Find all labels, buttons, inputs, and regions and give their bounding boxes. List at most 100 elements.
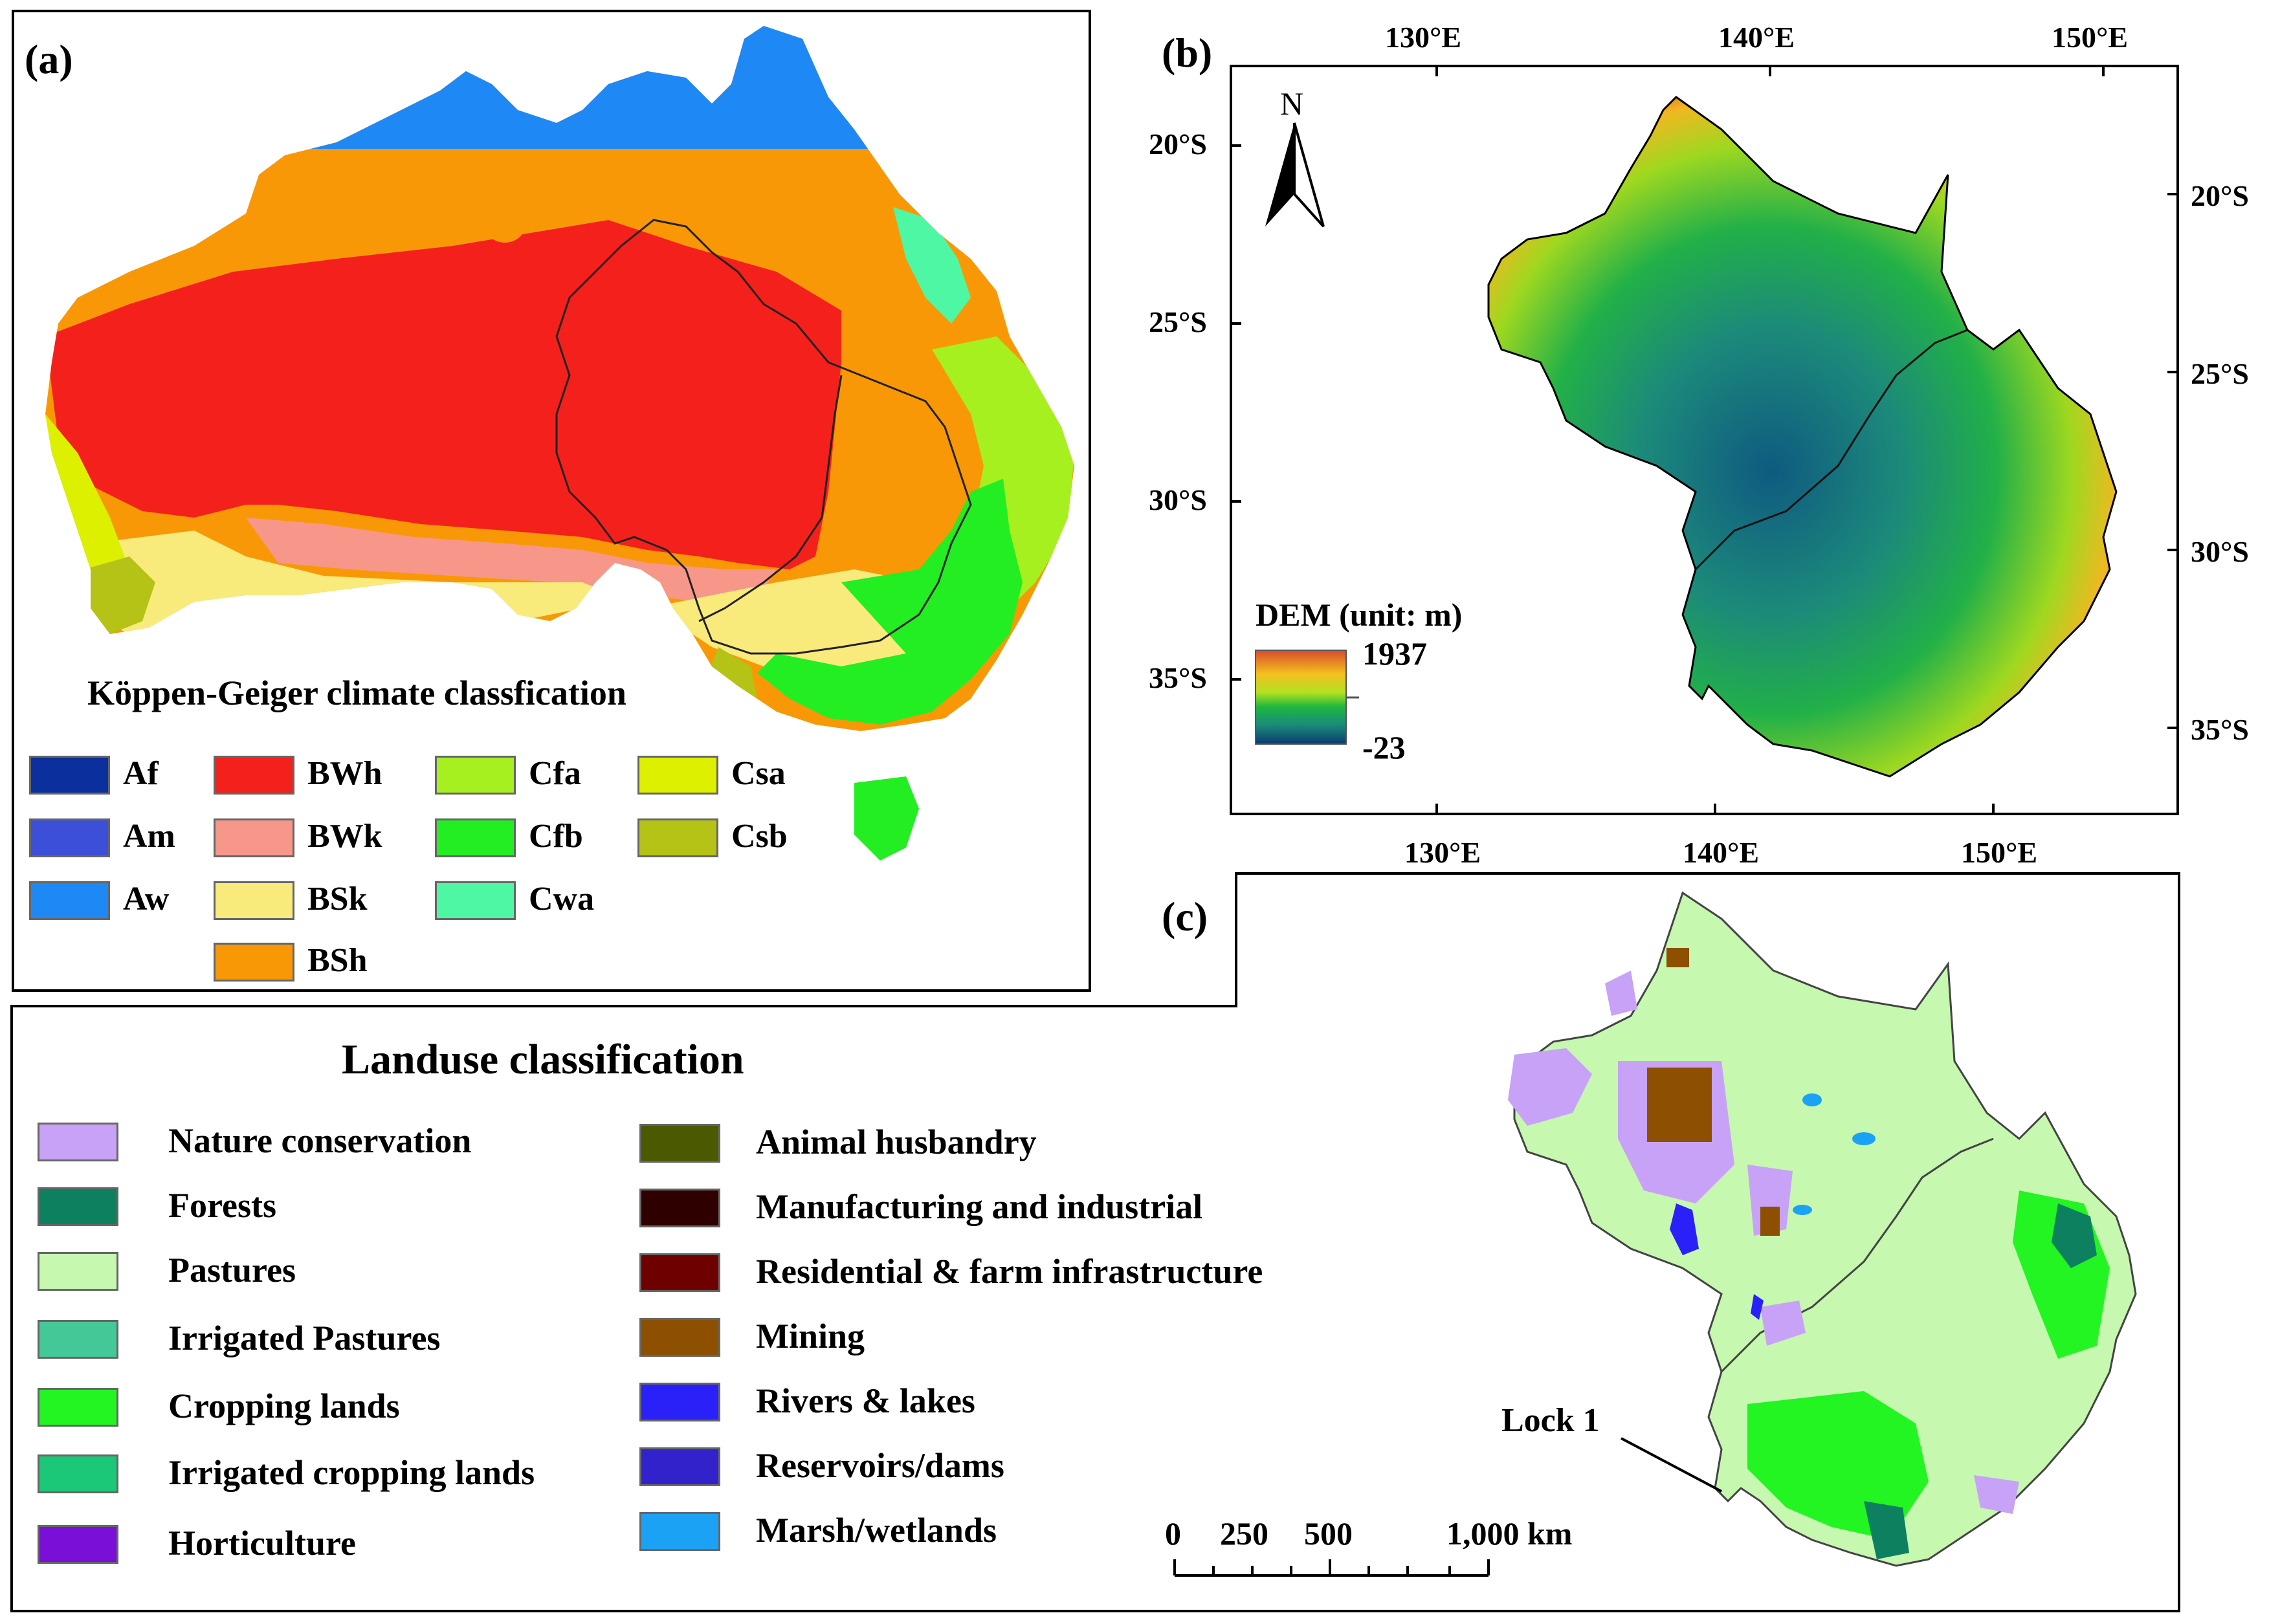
tick-right-35s: 35°S [2191, 713, 2249, 746]
lu-marsh1 [1802, 1093, 1822, 1106]
tick-left-35s: 35°S [1149, 661, 1207, 694]
scale-label-0: 0 [1165, 1515, 1181, 1552]
landuse-reservoirs-label: Reservoirs/dams [756, 1446, 1004, 1485]
climate-csa-label: Csa [731, 755, 786, 792]
cz-bsh-spot [482, 197, 527, 243]
lu-crop1 [1747, 1391, 1929, 1540]
climate-bsk-label: BSk [307, 881, 368, 917]
landuse-horticulture-swatch [38, 1525, 118, 1564]
landuse-forests-swatch [38, 1187, 118, 1226]
tick-left-30s: 30°S [1149, 483, 1207, 516]
landuse-pastures-swatch [38, 1252, 118, 1291]
lu-mine3 [1666, 948, 1689, 967]
lu-riv1 [1670, 1203, 1699, 1255]
landuse-irr-pastures-swatch [38, 1320, 118, 1359]
scale-bar [1173, 1559, 1490, 1577]
lock-1-label: Lock 1 [1501, 1402, 1600, 1439]
landuse-irr-pastures-label: Irrigated Pastures [168, 1319, 441, 1357]
panel-c-letter: (c) [1162, 894, 1208, 939]
lu-nat4 [1747, 1165, 1793, 1236]
landuse-animal-label: Animal husbandry [756, 1123, 1037, 1161]
tick-left-20s: 20°S [1149, 127, 1207, 160]
lu-forest2 [1864, 1501, 1909, 1559]
climate-bwh-swatch [214, 756, 294, 795]
climate-bwk-swatch [214, 818, 294, 857]
scale-label-1000km: 1,000 km [1446, 1515, 1573, 1552]
landuse-nature-label: Nature conservation [168, 1121, 472, 1160]
landuse-mining-label: Mining [756, 1317, 865, 1355]
cz-csb [84, 556, 155, 634]
landuse-horticulture-label: Horticulture [168, 1524, 356, 1563]
landuse-irr-cropping-swatch [38, 1454, 118, 1493]
cz-cwa [893, 207, 971, 324]
landuse-marsh-swatch [639, 1512, 720, 1551]
landuse-residential-label: Residential & farm infrastructure [756, 1252, 1263, 1291]
landuse-marsh-label: Marsh/wetlands [756, 1511, 997, 1550]
tick-bottom-140e: 140°E [1683, 836, 1760, 869]
climate-bsh-label: BSh [307, 942, 368, 979]
tick-top-130e: 130°E [1385, 21, 1462, 54]
landuse-animal-swatch [639, 1124, 720, 1163]
climate-bwh-label: BWh [307, 755, 382, 792]
landuse-manufacturing-swatch [639, 1189, 720, 1227]
lu-nat1 [1508, 1048, 1592, 1126]
tick-left-25s: 25°S [1149, 305, 1207, 338]
landuse-rivers-label: Rivers & lakes [756, 1381, 975, 1420]
lu-marsh2 [1852, 1132, 1876, 1145]
cz-tas [854, 776, 919, 861]
climate-am-swatch [29, 818, 110, 857]
cz-cfb [757, 479, 1023, 725]
climate-legend-title: Köppen-Geiger climate classfication [87, 674, 626, 712]
landuse-residential-swatch [639, 1253, 720, 1292]
climate-cwa-swatch [435, 881, 516, 920]
dem-colorbar [1255, 650, 1347, 745]
climate-cfb-swatch [435, 818, 516, 857]
scale-label-250: 250 [1220, 1515, 1268, 1552]
climate-bwk-label: BWk [307, 818, 382, 855]
landuse-mining-swatch [639, 1318, 720, 1357]
north-label: N [1280, 85, 1304, 122]
climate-bsk-swatch [214, 881, 294, 920]
climate-csb-label: Csb [731, 818, 788, 855]
landuse-forests-label: Forests [168, 1186, 276, 1225]
landuse-cropping-swatch [38, 1388, 118, 1427]
climate-bsh-swatch [214, 943, 294, 982]
climate-am-label: Am [123, 818, 175, 855]
lu-riv2 [1751, 1294, 1764, 1320]
dem-legend-title: DEM (unit: m) [1256, 597, 1463, 633]
landuse-cropping-label: Cropping lands [168, 1387, 400, 1425]
lu-nat5 [1605, 971, 1637, 1016]
climate-cfa-label: Cfa [529, 755, 581, 792]
tick-right-20s: 20°S [2191, 179, 2249, 212]
climate-aw-swatch [29, 881, 110, 920]
panel-b-letter: (b) [1162, 30, 1213, 76]
tick-top-150e: 150°E [2052, 21, 2129, 54]
landuse-irr-cropping-label: Irrigated cropping lands [168, 1453, 535, 1492]
cz-bsk [91, 531, 932, 666]
panel-a-letter: (a) [25, 36, 73, 82]
climate-cfb-label: Cfb [529, 818, 583, 855]
landuse-manufacturing-label: Manufacturing and industrial [756, 1187, 1203, 1226]
tick-bottom-130e: 130°E [1404, 836, 1481, 869]
landuse-reservoirs-swatch [639, 1447, 720, 1486]
climate-cfa-swatch [435, 756, 516, 795]
tick-top-140e: 140°E [1718, 21, 1795, 54]
climate-aw-label: Aw [123, 881, 170, 917]
north-arrow-icon [1265, 122, 1325, 228]
lu-nat6 [1974, 1475, 2019, 1514]
climate-csb-swatch [637, 818, 718, 857]
tick-bottom-150e: 150°E [1961, 836, 2038, 869]
lu-nat3 [1760, 1300, 1806, 1346]
climate-cwa-label: Cwa [529, 881, 595, 917]
scale-label-500: 500 [1304, 1515, 1353, 1552]
landuse-legend-title: Landuse classification [342, 1036, 744, 1083]
cz-bwh [45, 220, 841, 569]
lu-forest1 [2052, 1203, 2097, 1268]
tick-right-25s: 25°S [2191, 357, 2249, 390]
landuse-rivers-swatch [639, 1383, 720, 1421]
landuse-pastures-label: Pastures [168, 1251, 296, 1289]
climate-af-swatch [29, 756, 110, 795]
